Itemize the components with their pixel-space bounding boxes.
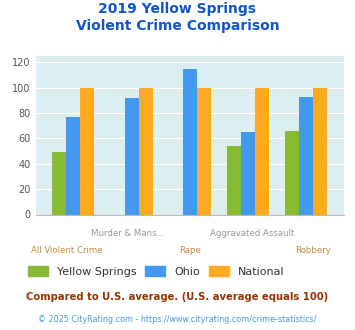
Bar — [313, 88, 327, 214]
Bar — [139, 88, 153, 214]
Bar — [66, 117, 80, 214]
Text: Robbery: Robbery — [295, 246, 332, 255]
Bar — [241, 132, 255, 214]
Text: Rape: Rape — [179, 246, 201, 255]
Bar — [227, 146, 241, 214]
Text: All Violent Crime: All Violent Crime — [31, 246, 102, 255]
Text: Compared to U.S. average. (U.S. average equals 100): Compared to U.S. average. (U.S. average … — [26, 292, 329, 302]
Bar — [300, 97, 313, 214]
Bar — [183, 69, 197, 214]
Text: © 2025 CityRating.com - https://www.cityrating.com/crime-statistics/: © 2025 CityRating.com - https://www.city… — [38, 315, 317, 324]
Legend: Yellow Springs, Ohio, National: Yellow Springs, Ohio, National — [23, 261, 289, 281]
Text: Aggravated Assault: Aggravated Assault — [209, 229, 294, 238]
Bar — [285, 131, 300, 214]
Bar — [53, 152, 66, 214]
Bar — [80, 88, 94, 214]
Bar — [255, 88, 269, 214]
Bar — [197, 88, 211, 214]
Text: 2019 Yellow Springs
Violent Crime Comparison: 2019 Yellow Springs Violent Crime Compar… — [76, 2, 279, 33]
Bar — [125, 98, 139, 214]
Text: Murder & Mans...: Murder & Mans... — [91, 229, 165, 238]
